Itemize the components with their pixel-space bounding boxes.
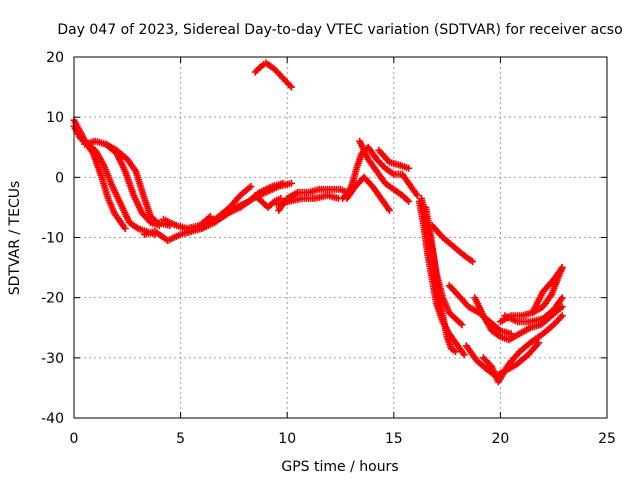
y-tick-label: -20 bbox=[41, 291, 64, 307]
series-sat-m bbox=[273, 191, 342, 208]
y-tick-label: -10 bbox=[41, 231, 64, 247]
x-axis-label: GPS time / hours bbox=[281, 459, 398, 475]
x-tick-label: 20 bbox=[491, 431, 509, 447]
data-point bbox=[558, 312, 566, 320]
data-point bbox=[469, 258, 477, 266]
series-sat-u bbox=[428, 222, 477, 266]
x-tick-label: 10 bbox=[278, 431, 296, 447]
axis-ticks: 0 5 10 15 20 25 -40 -30 -20 -10 0 10 20 bbox=[41, 50, 616, 447]
series-sat-o bbox=[356, 137, 413, 205]
series-sat-q bbox=[375, 146, 413, 172]
data-point bbox=[557, 313, 565, 321]
data-point bbox=[413, 191, 421, 199]
series-sat-i bbox=[219, 179, 287, 220]
y-tick-label: 10 bbox=[46, 110, 64, 126]
series-sat-d bbox=[102, 140, 174, 229]
series-sat-s bbox=[415, 197, 468, 359]
series-sat-k bbox=[251, 59, 295, 91]
chart-title: Day 047 of 2023, Sidereal Day-to-day VTE… bbox=[57, 22, 622, 38]
x-tick-label: 0 bbox=[70, 431, 79, 447]
data-point bbox=[206, 212, 214, 220]
data-point bbox=[286, 82, 294, 90]
data-point bbox=[460, 351, 468, 359]
series-sat-y bbox=[479, 312, 566, 386]
x-tick-label: 25 bbox=[598, 431, 616, 447]
x-tick-label: 5 bbox=[176, 431, 185, 447]
y-tick-label: -30 bbox=[41, 351, 64, 367]
data-point bbox=[487, 361, 494, 369]
grid-lines bbox=[74, 57, 607, 418]
y-tick-label: 0 bbox=[55, 170, 64, 186]
series-sat-w bbox=[471, 294, 566, 344]
data-point bbox=[288, 83, 295, 91]
data-points bbox=[70, 59, 566, 386]
data-point bbox=[535, 339, 543, 347]
y-tick-label: 20 bbox=[46, 50, 64, 66]
series-sat-aa bbox=[501, 294, 566, 326]
series-sat-f bbox=[160, 212, 214, 232]
data-point bbox=[405, 197, 413, 205]
data-point bbox=[386, 206, 393, 214]
data-point bbox=[247, 182, 255, 190]
data-point bbox=[558, 294, 566, 302]
data-point bbox=[405, 164, 413, 172]
data-point bbox=[558, 264, 566, 272]
series-sat-ab bbox=[528, 264, 566, 317]
y-axis-label: SDTVAR / TECUs bbox=[7, 181, 23, 296]
data-point bbox=[121, 225, 129, 232]
x-tick-label: 15 bbox=[385, 431, 403, 447]
y-tick-label: -40 bbox=[41, 411, 64, 427]
data-point bbox=[279, 179, 287, 187]
data-point bbox=[452, 348, 460, 356]
data-point bbox=[558, 303, 566, 311]
data-point bbox=[458, 321, 466, 329]
data-point bbox=[288, 179, 295, 187]
series-sat-t bbox=[422, 203, 460, 356]
series-sat-p bbox=[343, 173, 393, 214]
